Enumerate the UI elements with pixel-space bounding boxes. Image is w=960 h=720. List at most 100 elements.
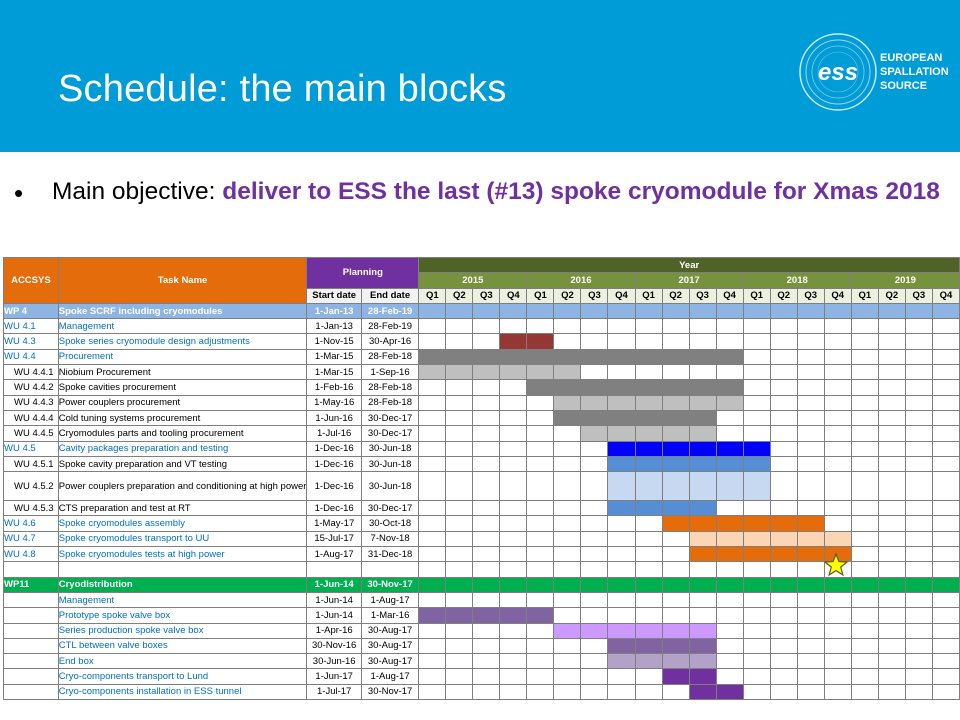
gantt-cell (931, 364, 960, 381)
gantt-cell (553, 515, 582, 532)
gantt-cell (553, 425, 582, 442)
gantt-cell (661, 576, 690, 593)
gantt-cell (796, 425, 825, 442)
gantt-cell (742, 683, 771, 701)
gantt-cell (499, 637, 528, 655)
quarter-cell: Q3 (580, 287, 609, 304)
gantt-cell (526, 591, 555, 609)
year-cell: 2016 (526, 272, 636, 289)
gantt-cell (607, 455, 636, 473)
gantt-cell (850, 607, 879, 624)
gantt-row: WU 4.1 Management 1-Jan-13 28-Feb-19 (3, 318, 960, 335)
row-start-date: 1-Nov-15 (306, 333, 362, 350)
row-end-date: 1-Mar-16 (360, 607, 420, 624)
gantt-cell (661, 637, 690, 655)
gantt-cell (499, 394, 528, 411)
objective-highlight: deliver to ESS the last (#13) spoke cryo… (222, 178, 940, 205)
gantt-cell (580, 364, 609, 381)
gantt-cell (553, 394, 582, 411)
gantt-cell (688, 364, 717, 381)
gantt-cell (499, 409, 528, 427)
gantt-cell (688, 471, 717, 502)
row-start-date: 1-Apr-16 (306, 622, 362, 639)
gantt-cell (715, 622, 744, 639)
quarter-cell: Q2 (769, 287, 798, 304)
gantt-cell (472, 576, 501, 593)
row-start-date: 1-May-17 (306, 515, 362, 532)
gantt-cell (742, 348, 771, 366)
gantt-cell (715, 500, 744, 517)
gantt-cell (445, 515, 474, 532)
row-id (3, 607, 59, 624)
gantt-cell (445, 471, 474, 502)
gantt-cell (931, 530, 960, 548)
gantt-cell (796, 409, 825, 427)
gantt-cell (823, 471, 852, 502)
row-end-date: 30-Jun-18 (360, 440, 420, 457)
gantt-cell (904, 546, 933, 563)
gantt-cell (526, 302, 555, 320)
row-task-name: Cryo-components installation in ESS tunn… (57, 683, 308, 701)
gantt-cell (715, 668, 744, 685)
row-start-date: 1-Aug-17 (306, 546, 362, 563)
gantt-cell (850, 425, 879, 442)
gantt-cell (850, 500, 879, 517)
gantt-cell (769, 515, 798, 532)
gantt-cell (472, 425, 501, 442)
gantt-cell (904, 394, 933, 411)
quarter-cell: Q2 (661, 287, 690, 304)
gantt-cell (769, 379, 798, 396)
gantt-cell (580, 637, 609, 655)
gantt-cell (634, 515, 663, 532)
gantt-cell (634, 561, 663, 578)
gantt-cell (931, 668, 960, 685)
gantt-cell (742, 530, 771, 548)
gantt-cell (472, 364, 501, 381)
gantt-cell (742, 637, 771, 655)
gantt-cell (418, 637, 447, 655)
ess-logo-line3: SOURCE (880, 80, 928, 92)
row-end-date: 28-Feb-19 (360, 302, 420, 320)
gantt-cell (823, 591, 852, 609)
gantt-cell (742, 440, 771, 457)
gantt-cell (850, 409, 879, 427)
gantt-cell (499, 500, 528, 517)
gantt-cell (688, 348, 717, 366)
gantt-cell (472, 333, 501, 350)
gantt-cell (931, 546, 960, 563)
gantt-cell (580, 683, 609, 701)
gantt-cell (796, 440, 825, 457)
gantt-cell (823, 653, 852, 670)
gantt-cell (796, 515, 825, 532)
row-id: WU 4.6 (3, 515, 59, 532)
row-id: WU 4.4.4 (3, 409, 59, 427)
year-cell: 2018 (742, 272, 852, 289)
gantt-row: WU 4.5.1 Spoke cavity preparation and VT … (3, 455, 960, 473)
gantt-cell (553, 653, 582, 670)
quarter-cell: Q2 (553, 287, 582, 304)
quarter-cell: Q1 (850, 287, 879, 304)
gantt-cell (823, 440, 852, 457)
gantt-cell (796, 622, 825, 639)
gantt-cell (607, 637, 636, 655)
row-id: WU 4.4.5 (3, 425, 59, 442)
gantt-cell (850, 394, 879, 411)
gantt-cell (769, 333, 798, 350)
quarter-cell: Q1 (526, 287, 555, 304)
gantt-cell (634, 318, 663, 335)
gantt-cell (769, 440, 798, 457)
gantt-cell (661, 348, 690, 366)
year-cell: 2019 (850, 272, 960, 289)
gantt-cell (688, 440, 717, 457)
gantt-cell (823, 333, 852, 350)
gantt-cell (688, 607, 717, 624)
gantt-cell (715, 425, 744, 442)
gantt-cell (715, 607, 744, 624)
gantt-cell (904, 318, 933, 335)
gantt-cell (499, 530, 528, 548)
gantt-cell (877, 455, 906, 473)
gantt-cell (499, 471, 528, 502)
gantt-cell (472, 302, 501, 320)
row-id: WU 4.5.1 (3, 455, 59, 473)
gantt-cell (418, 333, 447, 350)
